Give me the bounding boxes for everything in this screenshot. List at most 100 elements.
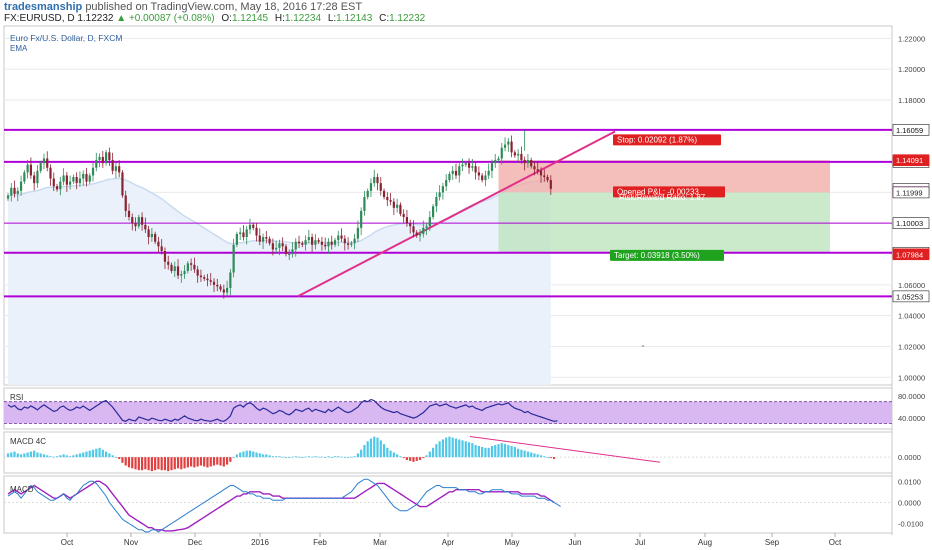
price-tick-label: 1.02000 — [898, 342, 925, 351]
candle-body — [343, 238, 346, 244]
open-label: O: — [221, 13, 232, 24]
macd4c-bar — [33, 450, 36, 458]
axis-price-tag — [892, 154, 930, 166]
candle-body — [275, 247, 278, 250]
candle-body — [510, 141, 513, 153]
candle-body — [85, 173, 88, 182]
candle-body — [311, 237, 314, 245]
macd4c-bar — [134, 457, 137, 470]
macd-tick-label: 0.0000 — [898, 498, 921, 507]
candle-body — [105, 152, 108, 164]
rsi-tick-label: 80.0000 — [898, 392, 925, 401]
candle-body — [261, 237, 265, 242]
macd4c-bar — [474, 445, 477, 458]
macd4c-bar — [157, 457, 160, 470]
high-value: 1.12234 — [284, 13, 322, 24]
candle-body — [284, 246, 288, 255]
level-price-label: 1.16059 — [896, 126, 923, 135]
macd4c-bar — [144, 457, 147, 470]
candle-body — [10, 187, 13, 196]
macd4c-bar — [23, 453, 26, 458]
candle-body — [386, 197, 389, 201]
candle-body — [543, 175, 546, 177]
candle-body — [209, 280, 212, 282]
macd4c-bar — [203, 457, 206, 467]
candle-body — [19, 181, 23, 191]
macd4c-bar — [497, 444, 500, 458]
macd4c-bar — [297, 456, 301, 458]
candle-body — [382, 190, 386, 198]
macd4c-pane-border — [3, 431, 893, 474]
candle-body — [297, 241, 301, 244]
candle-body — [494, 160, 497, 164]
macd4c-bar — [160, 457, 163, 471]
candle-body — [353, 238, 356, 244]
candle-body — [75, 176, 78, 184]
macd4c-bar — [101, 449, 104, 458]
macd4c-label: MACD 4C — [10, 437, 46, 446]
candle-body — [39, 163, 42, 171]
price-tick-label: 1.18000 — [898, 96, 925, 105]
candle-body — [533, 166, 536, 170]
macd4c-bar — [304, 456, 307, 458]
macd4c-bar — [448, 436, 451, 458]
macd4c-bar — [88, 450, 91, 458]
author-name[interactable]: tradesmanship — [4, 1, 83, 13]
candle-body — [340, 235, 343, 239]
macd4c-bar — [487, 447, 490, 458]
candle-body — [337, 235, 340, 241]
macd4c-bar — [291, 456, 294, 458]
macd4c-bar — [284, 457, 288, 458]
candle-body — [497, 158, 500, 161]
level-price-box — [892, 217, 930, 229]
macd4c-bar — [147, 457, 150, 471]
candle-body — [180, 274, 183, 276]
macd4c-bar — [36, 452, 39, 458]
candle-body — [474, 166, 477, 173]
low-label: L: — [327, 13, 337, 24]
macd4c-bar — [219, 457, 222, 466]
macd4c-bar — [275, 456, 278, 458]
macd4c-bar — [183, 457, 186, 469]
candle-body — [330, 241, 333, 245]
macd4c-bar — [121, 457, 124, 463]
candle-body — [111, 160, 114, 171]
macd4c-bar — [206, 457, 209, 468]
candle-body — [212, 281, 216, 285]
candle-body — [304, 240, 307, 245]
macd4c-bar — [186, 457, 189, 468]
macd4c-bar — [445, 437, 448, 458]
macd4c-bar — [530, 452, 533, 458]
macd4c-bar — [324, 457, 327, 458]
macd4c-bar — [317, 456, 320, 458]
candle-body — [193, 264, 196, 270]
candle-body — [49, 167, 52, 179]
candle-body — [6, 195, 10, 199]
macd4c-bar — [288, 457, 291, 458]
candle-body — [245, 229, 248, 238]
macd4c-bar — [173, 457, 176, 470]
candle-body — [484, 175, 487, 181]
symbol-label: FX:EURUSD, D — [4, 13, 75, 24]
macd4c-bar — [490, 445, 494, 458]
candle-body — [190, 263, 193, 265]
candle-body — [291, 249, 294, 255]
pnl-label-bg — [613, 186, 725, 198]
candle-body — [255, 227, 258, 236]
candle-body — [445, 180, 448, 187]
publish-info: tradesmanship published on TradingView.c… — [4, 1, 362, 13]
macd4c-bar — [108, 453, 111, 458]
candle-body — [183, 270, 186, 275]
macd4c-bar — [55, 456, 59, 458]
macd4c-bar — [6, 453, 10, 458]
candle-body — [454, 170, 458, 176]
axis-price-tag-label: 1.14091 — [896, 156, 923, 165]
macd4c-bar — [49, 456, 52, 458]
macd4c-bar — [216, 457, 219, 465]
macd4c-bar — [19, 454, 23, 458]
candle-body — [324, 244, 327, 247]
trendline — [297, 130, 616, 298]
candle-body — [59, 181, 62, 190]
candle-body — [513, 152, 516, 156]
